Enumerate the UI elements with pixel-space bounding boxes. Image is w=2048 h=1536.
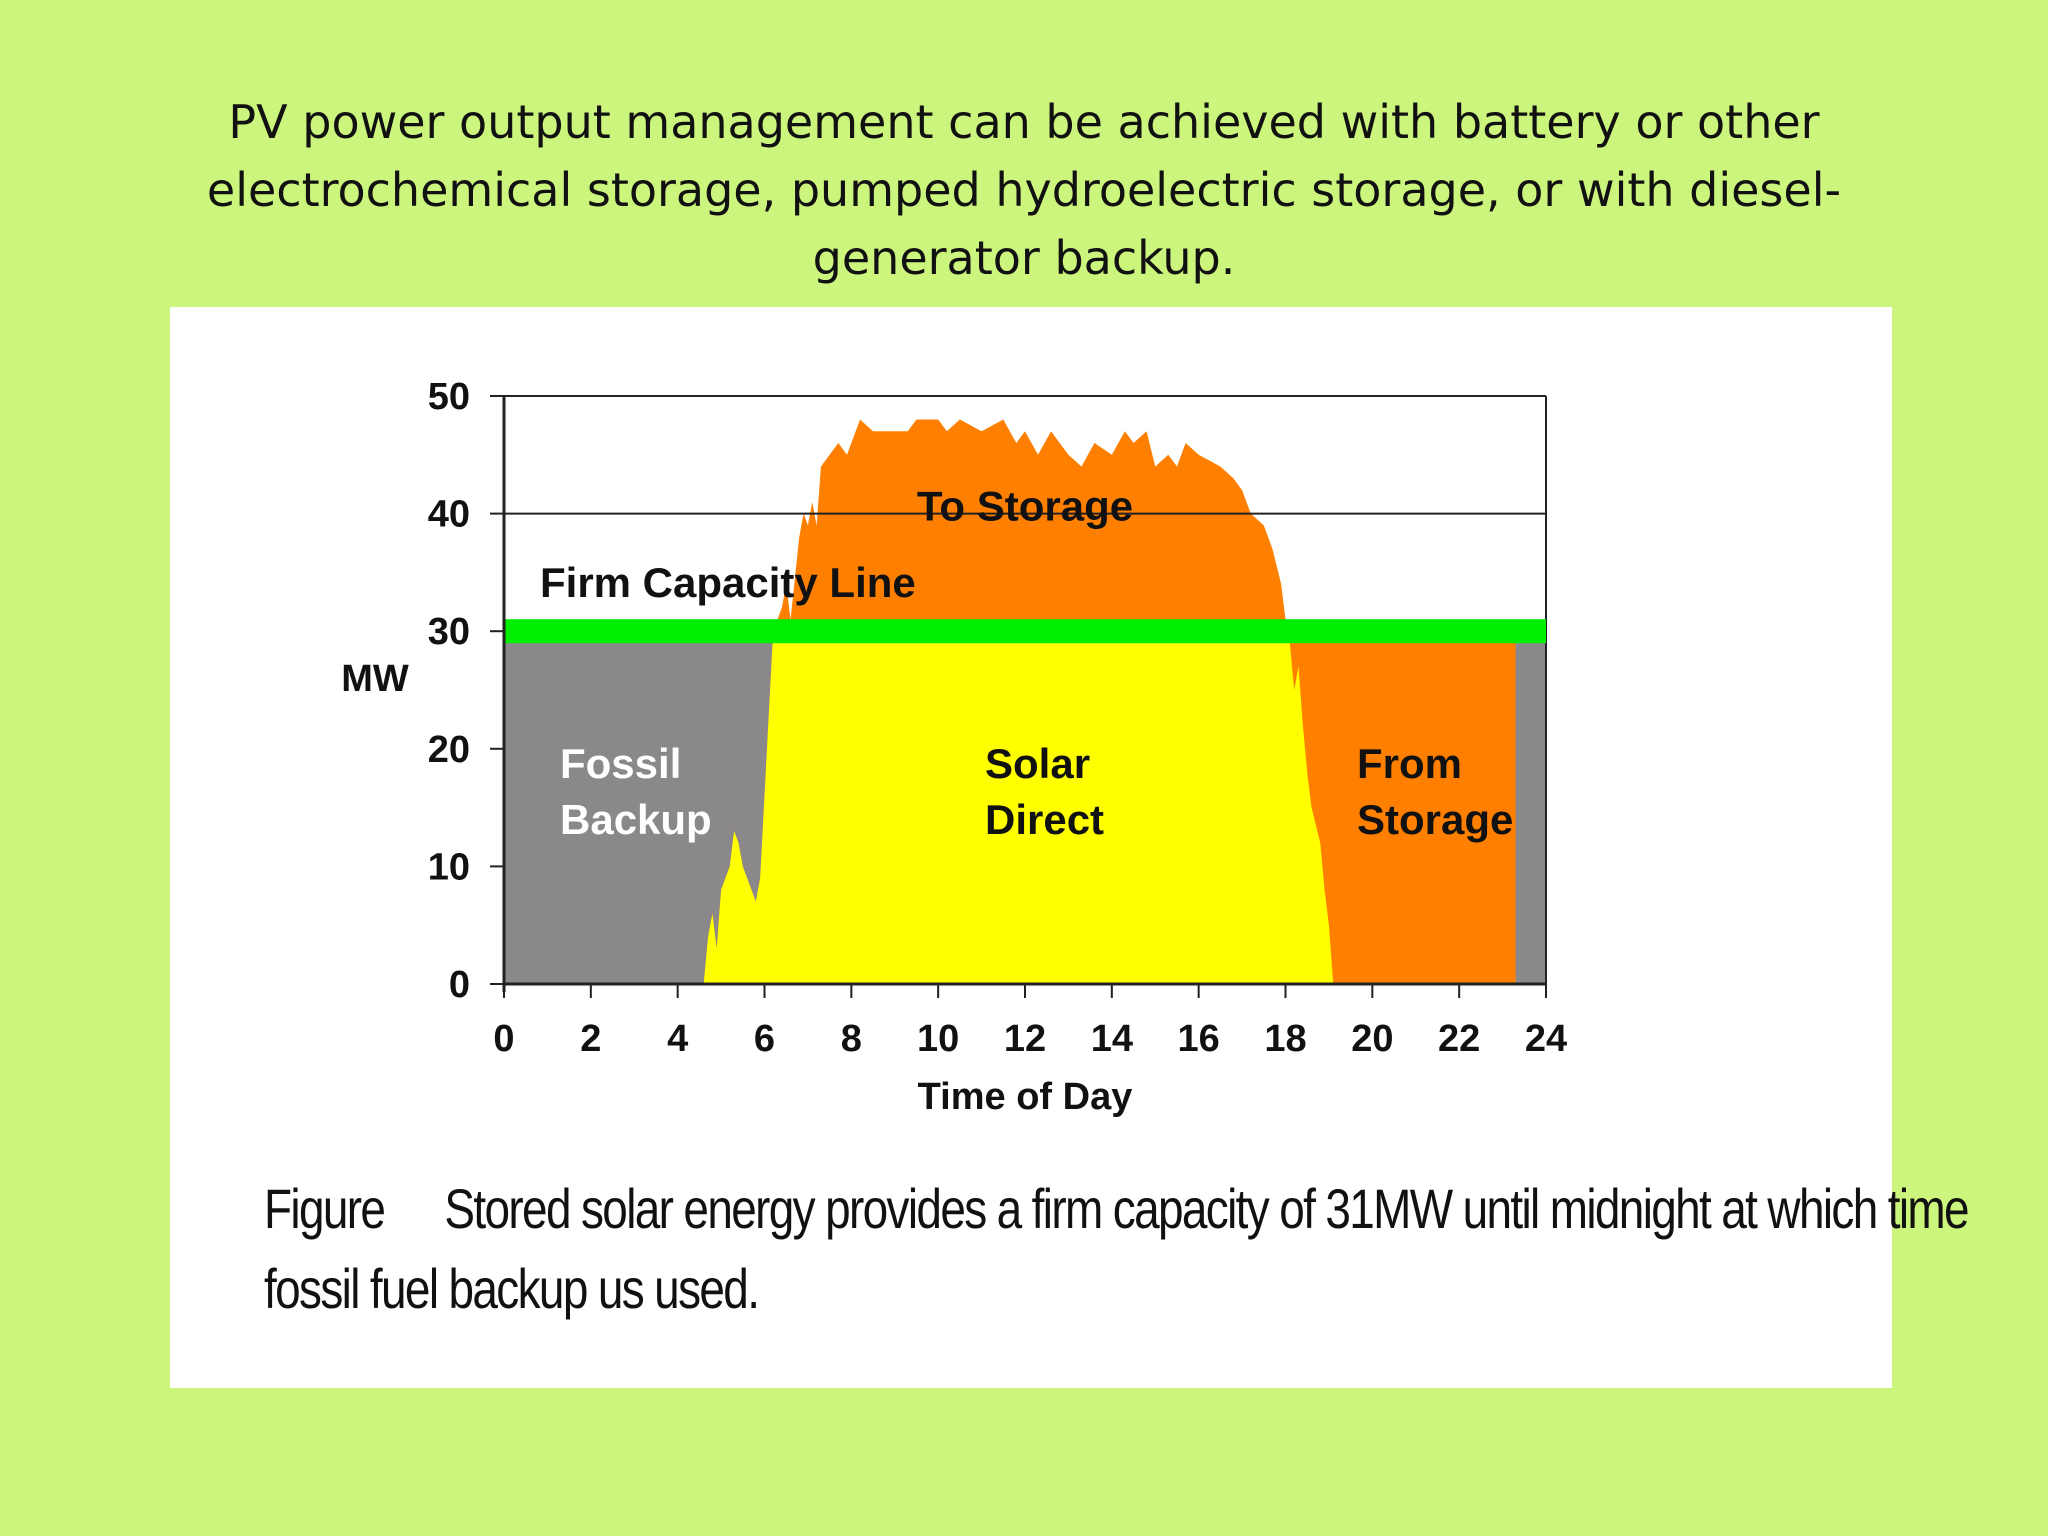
x-tick-label-6: 6	[754, 1018, 775, 1060]
y-tick-label-0: 0	[449, 964, 470, 1006]
x-tick-label-18: 18	[1264, 1018, 1306, 1060]
solar-direct-label-line-1: Solar	[985, 740, 1090, 787]
x-tick-label-24: 24	[1525, 1018, 1567, 1060]
fossil-backup-label-line-1: Fossil	[560, 740, 681, 787]
x-tick-label-4: 4	[667, 1018, 688, 1060]
x-tick-label-10: 10	[917, 1018, 959, 1060]
y-tick-label-40: 40	[428, 494, 470, 536]
y-axis-title: MW	[341, 658, 409, 700]
caption-text-line2: fossil fuel backup us used.	[264, 1257, 760, 1320]
figure-panel: 0 10 20 30 40 50 0 2 4 6 8 10 12 14 16 18 20 22 24 Time of …	[170, 307, 1970, 1388]
from-storage-label-line-1: From	[1357, 740, 1462, 787]
from-storage-label-line-2: Storage	[1357, 796, 1513, 843]
firm-capacity-label: Firm Capacity Line	[540, 559, 916, 606]
to-storage-label: To Storage	[917, 483, 1133, 530]
x-tick-label-22: 22	[1438, 1018, 1480, 1060]
x-tick-label-0: 0	[493, 1018, 514, 1060]
solar-direct-label-line-2: Direct	[985, 796, 1104, 843]
y-tick-label-10: 10	[428, 846, 470, 888]
caption-label: Figure	[264, 1177, 386, 1240]
solar-direct-area	[703, 631, 1334, 984]
y-tick-label-50: 50	[428, 376, 470, 418]
y-tick-label-30: 30	[428, 611, 470, 653]
slide-title: PV power output management can be achiev…	[206, 95, 1842, 285]
x-axis-title: Time of Day	[918, 1076, 1133, 1118]
caption-text: Stored solar energy provides a firm capa…	[444, 1177, 1969, 1240]
x-tick-label-2: 2	[580, 1018, 601, 1060]
x-tick-label-12: 12	[1004, 1018, 1046, 1060]
fossil-backup-label-line-2: Backup	[560, 796, 712, 843]
figure-caption: Figure Stored solar energy provides a fir…	[264, 1169, 1970, 1329]
x-tick-label-14: 14	[1091, 1018, 1133, 1060]
x-tick-label-16: 16	[1178, 1018, 1220, 1060]
firm-capacity-line	[504, 619, 1546, 644]
x-tick-label-20: 20	[1351, 1018, 1393, 1060]
x-tick-label-8: 8	[841, 1018, 862, 1060]
y-tick-label-20: 20	[428, 729, 470, 771]
